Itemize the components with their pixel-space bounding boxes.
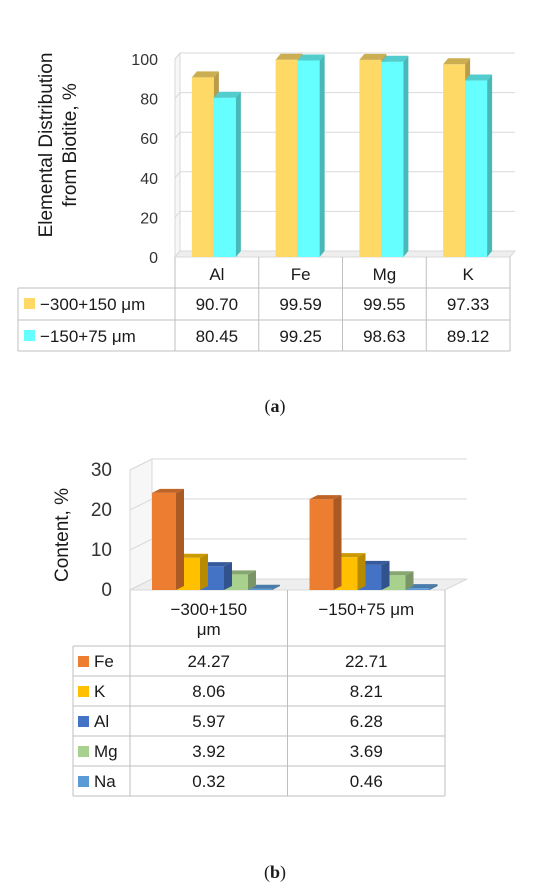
bar <box>191 77 214 257</box>
bar-top <box>213 91 241 98</box>
legend-label: Na <box>94 772 116 791</box>
bar-top <box>465 74 493 81</box>
y-tick-label: 100 <box>131 52 158 69</box>
bar-side <box>200 553 208 590</box>
bar-side <box>319 54 325 257</box>
y-tick-label: 10 <box>91 540 112 561</box>
bar-side <box>176 488 184 590</box>
legend-label: −150+75 μm <box>40 327 136 346</box>
y-tick-label: 40 <box>140 171 158 188</box>
bar-side <box>248 570 256 590</box>
bar-top <box>381 55 409 62</box>
bar <box>405 588 430 590</box>
bar <box>248 588 272 590</box>
legend-swatch <box>24 298 35 309</box>
bar <box>381 61 404 257</box>
legend-swatch <box>78 656 89 667</box>
legend-swatch <box>78 716 89 727</box>
bar-side <box>405 571 414 590</box>
x-tick-label: Mg <box>373 265 397 284</box>
y-tick-label: 80 <box>140 92 158 109</box>
x-tick-label: μm <box>197 620 221 639</box>
bar-top <box>297 54 325 61</box>
bar-top <box>191 71 219 78</box>
gridline <box>174 52 515 60</box>
data-label: 90.70 <box>196 295 239 314</box>
bar-side <box>403 55 409 257</box>
data-label: 98.63 <box>363 327 406 346</box>
legend-swatch <box>78 686 89 697</box>
data-label: 0.46 <box>350 772 383 791</box>
x-tick-label: −150+75 μm <box>318 600 414 619</box>
data-label: 22.71 <box>345 652 388 671</box>
x-tick-label: Al <box>209 265 224 284</box>
legend-swatch <box>24 330 35 341</box>
bar-side <box>272 584 280 590</box>
bar-top <box>275 53 303 60</box>
bar <box>465 80 488 258</box>
bar-side <box>429 584 438 590</box>
bar-side <box>224 562 232 590</box>
caption-b: (b) <box>263 862 286 882</box>
data-label: 0.32 <box>192 772 225 791</box>
caption-b-letter: b <box>269 862 280 882</box>
data-label: 8.21 <box>350 682 383 701</box>
data-label: 99.59 <box>279 295 322 314</box>
x-tick-label: Fe <box>291 265 311 284</box>
y-axis-label: Content, % <box>52 488 73 582</box>
y-tick-label: 20 <box>91 500 112 521</box>
bar <box>309 499 334 590</box>
bar-side <box>381 560 390 590</box>
bar <box>275 59 298 257</box>
x-tick-label: K <box>462 265 474 284</box>
legend-label: −300+150 μm <box>40 295 145 314</box>
bar-side <box>487 74 493 258</box>
y-tick-label: 20 <box>140 210 158 227</box>
y-axis-label-line: Elemental Distribution <box>36 53 57 238</box>
bar-top <box>152 488 184 493</box>
y-axis-label-line: from Biotite, % <box>60 83 81 207</box>
bar <box>213 97 236 257</box>
data-label: 8.06 <box>192 682 225 701</box>
caption-a-letter: a <box>270 396 280 416</box>
data-label: 99.55 <box>363 295 406 314</box>
bar-top <box>443 58 471 65</box>
data-label: 3.69 <box>350 742 383 761</box>
y-tick-label: 30 <box>91 460 112 481</box>
legend-label: Al <box>94 712 109 731</box>
bar-top <box>309 495 342 500</box>
y-tick-label: 0 <box>149 250 158 267</box>
side-wall <box>129 458 153 591</box>
legend-label: K <box>94 682 106 701</box>
bar-top <box>359 53 387 60</box>
legend-swatch <box>78 746 89 757</box>
bar-side <box>357 553 366 590</box>
y-axis-label: Elemental Distribution from Biotite, % <box>36 53 81 238</box>
bar <box>359 59 382 258</box>
bar <box>297 60 320 257</box>
legend-swatch <box>78 776 89 787</box>
y-tick-label: 60 <box>140 131 158 148</box>
x-tick-label: −300+150 <box>170 600 247 619</box>
bar-side <box>333 495 342 590</box>
side-wall <box>174 51 181 259</box>
gridline <box>129 458 467 471</box>
data-label: 6.28 <box>350 712 383 731</box>
data-label: 5.97 <box>192 712 225 731</box>
data-label: 99.25 <box>279 327 322 346</box>
legend-label: Mg <box>94 742 118 761</box>
data-label: 3.92 <box>192 742 225 761</box>
legend-label: Fe <box>94 652 114 671</box>
bar <box>443 64 466 258</box>
data-label: 80.45 <box>196 327 239 346</box>
data-label: 89.12 <box>447 327 490 346</box>
data-label: 97.33 <box>447 295 490 314</box>
bar <box>152 492 176 590</box>
data-label: 24.27 <box>187 652 230 671</box>
caption-a: (a) <box>264 396 286 416</box>
chart-a: 0 20 40 60 80 100 Elemental Distribution from B… <box>17 51 517 352</box>
y-tick-label: 0 <box>101 580 112 601</box>
bar-side <box>235 91 241 257</box>
